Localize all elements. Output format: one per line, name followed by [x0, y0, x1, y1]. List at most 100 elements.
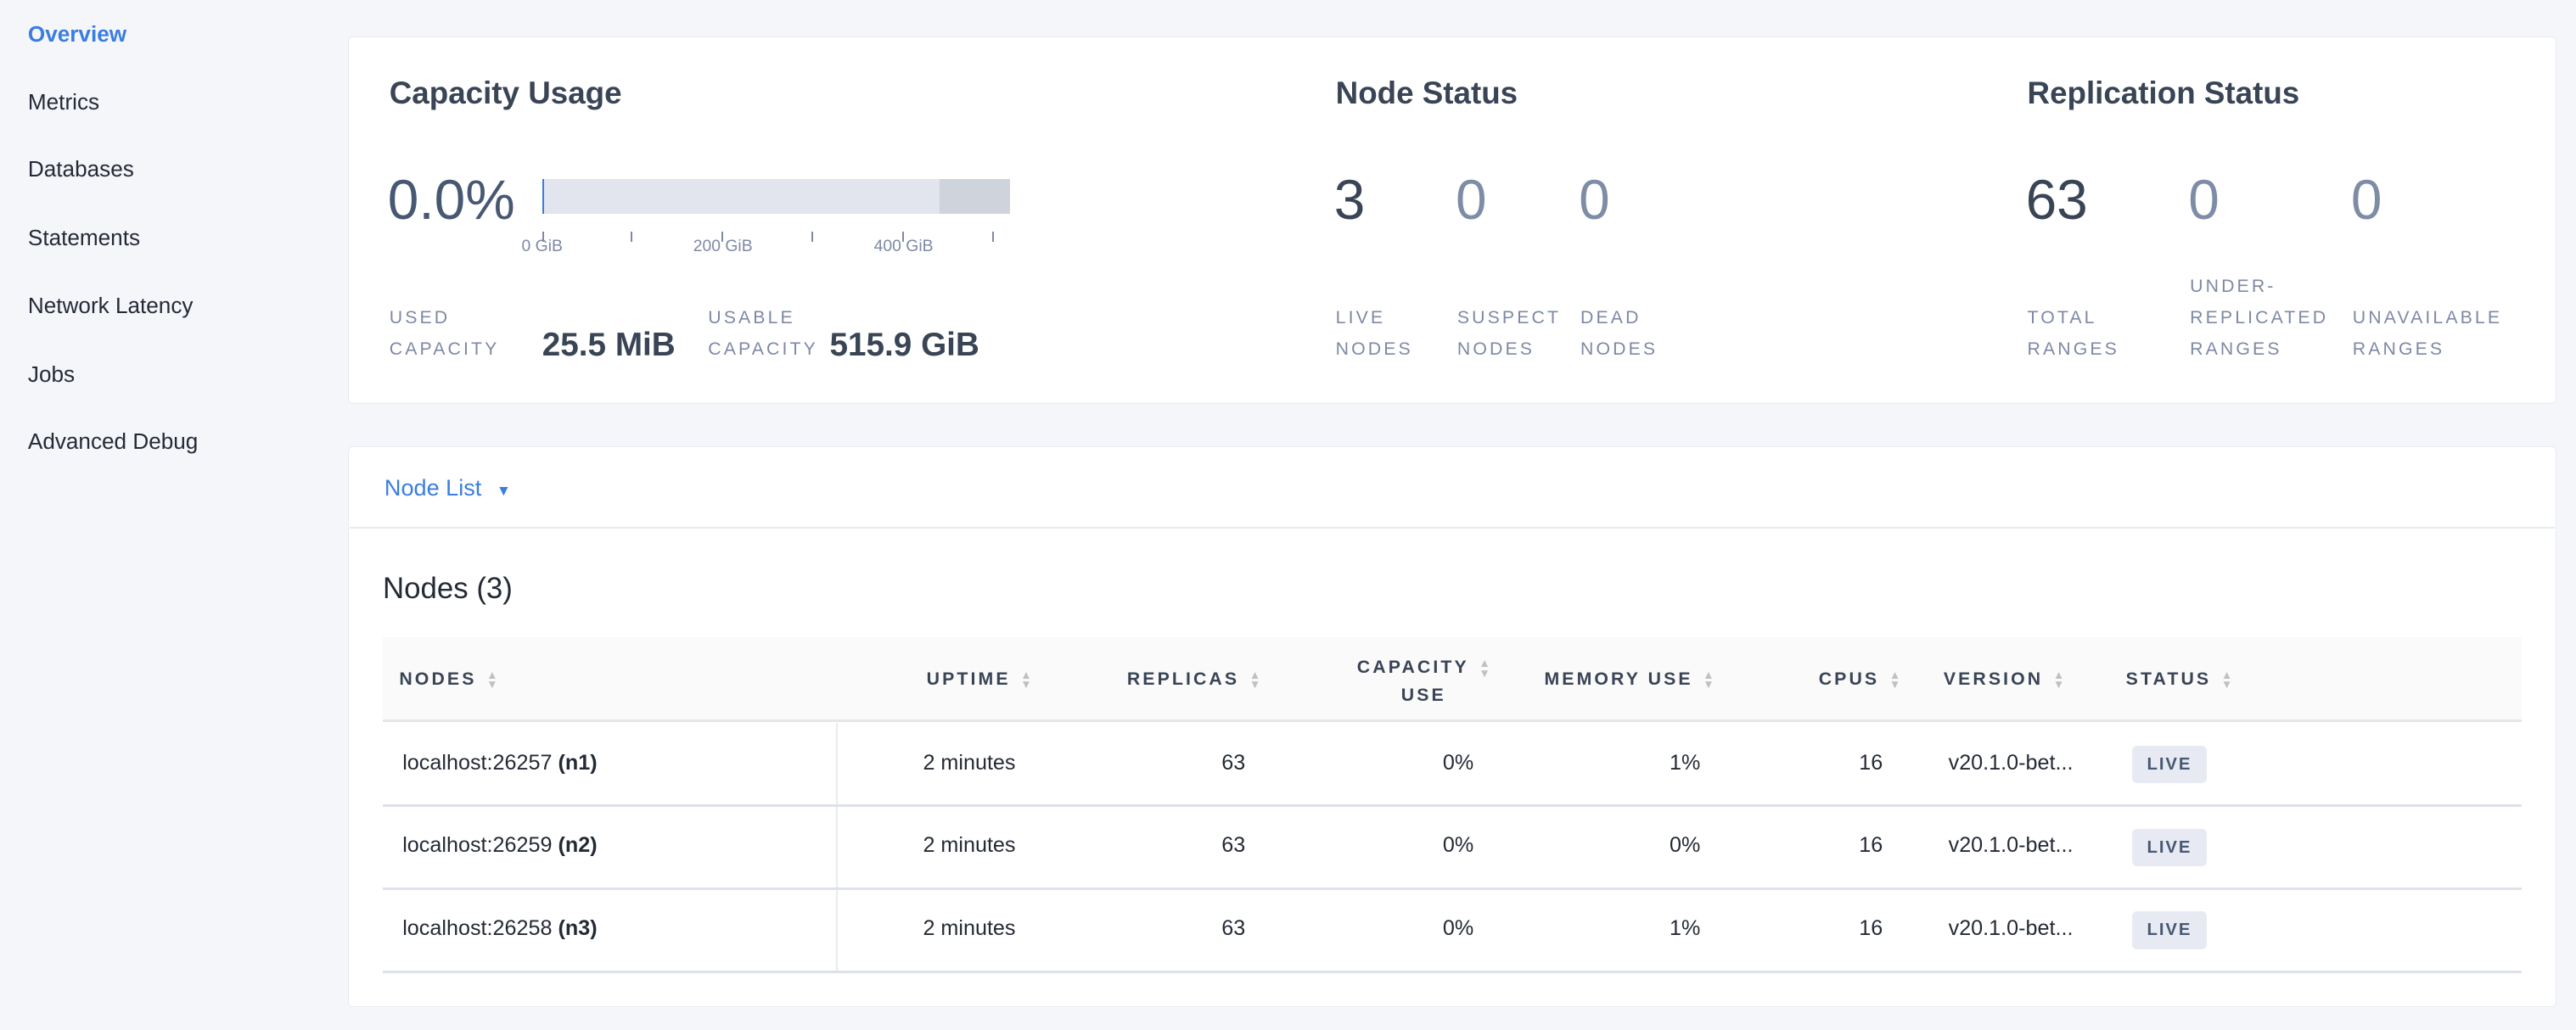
table-row[interactable]: [382, 805, 2523, 891]
replicas-cell: 63: [1221, 833, 1246, 858]
col-cpus[interactable]: CPUS ▲ ▼: [1818, 668, 1901, 691]
replicas-cell: 63: [1221, 916, 1246, 941]
cpus-cell: 16: [1859, 750, 1883, 775]
label-line: RANGES: [2190, 338, 2282, 359]
suspect-nodes-count: 0: [1455, 168, 1487, 232]
used-capacity-label: USED CAPACITY: [390, 302, 500, 365]
label-line: RANGES: [2352, 338, 2445, 359]
capacity-percent: 0.0%: [387, 168, 515, 232]
uptime-cell: 2 minutes: [923, 916, 1016, 941]
axis-tick: [992, 231, 995, 242]
table-row[interactable]: [382, 723, 2523, 808]
label-line: CAPACITY: [708, 338, 818, 359]
capacity-cell: 0%: [1442, 916, 1474, 941]
uptime-cell: 2 minutes: [923, 833, 1016, 858]
suspect-nodes-label: SUSPECT NODES: [1457, 302, 1561, 365]
sidebar-item-statements[interactable]: Statements: [27, 225, 141, 251]
sort-icon: ▲ ▼: [2052, 668, 2065, 691]
axis-label: 200 GiB: [693, 236, 753, 255]
node-status-title: Node Status: [1335, 76, 1518, 111]
sort-icon: ▲ ▼: [1020, 668, 1032, 691]
sidebar-item-metrics[interactable]: Metrics: [27, 88, 100, 115]
sort-icon: ▲ ▼: [2220, 668, 2233, 691]
node-address: localhost:26257: [402, 750, 553, 775]
node-name-cell[interactable]: localhost:26259 (n2): [402, 833, 597, 858]
usable-capacity-value: 515.9 GiB: [829, 327, 979, 364]
node-id: (n3): [558, 916, 598, 941]
sort-icon: ▲ ▼: [486, 668, 498, 691]
col-replicas[interactable]: REPLICAS ▲ ▼: [1127, 668, 1261, 691]
capacity-cell: 0%: [1442, 750, 1474, 775]
version-cell: v20.1.0-bet...: [1948, 916, 2074, 941]
col-label: UPTIME: [926, 668, 1011, 689]
col-version[interactable]: VERSION ▲ ▼: [1943, 668, 2065, 691]
axis-tick: [811, 231, 814, 242]
axis-tick: [631, 231, 633, 242]
col-label: VERSION: [1943, 668, 2044, 689]
axis-tick: [542, 231, 544, 242]
memory-cell: 1%: [1669, 916, 1701, 941]
label-line: NODES: [1580, 338, 1658, 359]
divider: [350, 527, 2555, 529]
total-ranges-count: 63: [2025, 168, 2088, 232]
axis-tick: [721, 231, 723, 242]
sidebar-item-jobs[interactable]: Jobs: [27, 361, 76, 387]
label-line: RANGES: [2027, 338, 2119, 359]
cpus-cell: 16: [1859, 833, 1883, 858]
sidebar-item-overview[interactable]: Overview: [27, 21, 127, 48]
label-line: NODES: [1456, 338, 1535, 359]
under-replicated-label: UNDER- REPLICATED RANGES: [2190, 271, 2328, 364]
uptime-cell: 2 minutes: [923, 750, 1016, 775]
unavailable-count: 0: [2350, 168, 2382, 232]
capacity-usage-title: Capacity Usage: [389, 76, 622, 111]
table-header: [382, 637, 2523, 722]
axis-label: 0 GiB: [521, 236, 563, 255]
col-nodes[interactable]: NODES ▲ ▼: [399, 668, 498, 691]
memory-cell: 1%: [1669, 750, 1701, 775]
under-replicated-count: 0: [2188, 168, 2220, 232]
dead-nodes-count: 0: [1579, 168, 1610, 232]
replication-status-title: Replication Status: [2027, 76, 2300, 111]
label-line: TOTAL: [2027, 307, 2097, 328]
capacity-bar-used: [542, 178, 544, 214]
table-row[interactable]: [382, 888, 2523, 973]
dead-nodes-label: DEAD NODES: [1580, 302, 1658, 365]
capacity-bar: [542, 178, 1011, 214]
node-list-dropdown[interactable]: Node List ▼: [384, 474, 511, 501]
col-status[interactable]: STATUS ▲ ▼: [2126, 668, 2233, 691]
dropdown-label: Node List: [384, 474, 482, 501]
status-badge: LIVE: [2132, 911, 2207, 949]
node-address: localhost:26259: [402, 833, 553, 858]
label-line: CAPACITY: [389, 338, 500, 359]
cluster-summary-card: [348, 36, 2556, 405]
sort-icon: ▲ ▼: [1703, 668, 1715, 691]
sort-icon: ▲ ▼: [1889, 668, 1901, 691]
col-capacity-use[interactable]: CAPACITY ▲ ▼ USE: [1357, 653, 1490, 709]
sidebar-item-databases[interactable]: Databases: [27, 155, 134, 182]
node-id: (n1): [558, 750, 598, 775]
capacity-bar-reserved: [940, 178, 1011, 214]
unavailable-label: UNAVAILABLE RANGES: [2353, 302, 2502, 365]
label-line: LIVE: [1335, 307, 1386, 328]
cpus-cell: 16: [1859, 916, 1883, 941]
total-ranges-label: TOTAL RANGES: [2028, 302, 2119, 365]
col-label: CAPACITY: [1356, 657, 1469, 678]
col-label: CPUS: [1818, 668, 1880, 689]
label-line: UNAVAILABLE: [2352, 307, 2503, 328]
sort-icon: ▲ ▼: [1249, 668, 1261, 691]
label-line: DEAD: [1580, 307, 1642, 328]
live-nodes-label: LIVE NODES: [1336, 302, 1413, 365]
axis-label: 400 GiB: [873, 236, 934, 255]
sidebar-item-network-latency[interactable]: Network Latency: [27, 292, 194, 318]
replicas-cell: 63: [1221, 750, 1246, 775]
node-name-cell[interactable]: localhost:26257 (n1): [402, 751, 597, 775]
label-line: SUSPECT: [1456, 307, 1562, 328]
version-cell: v20.1.0-bet...: [1948, 833, 2074, 858]
node-name-cell[interactable]: localhost:26258 (n3): [402, 916, 597, 941]
col-uptime[interactable]: UPTIME ▲ ▼: [926, 668, 1032, 691]
sidebar-item-advanced-debug[interactable]: Advanced Debug: [27, 428, 199, 455]
col-memory-use[interactable]: MEMORY USE ▲ ▼: [1544, 668, 1715, 691]
capacity-cell: 0%: [1442, 833, 1474, 858]
caret-down-icon: ▼: [496, 482, 511, 500]
